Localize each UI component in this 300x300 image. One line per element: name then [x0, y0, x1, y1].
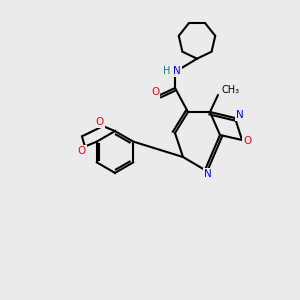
- Text: N: N: [173, 66, 181, 76]
- Text: N: N: [236, 110, 244, 120]
- Text: O: O: [78, 146, 86, 155]
- Text: N: N: [204, 169, 212, 179]
- Text: O: O: [96, 117, 104, 127]
- Text: O: O: [243, 136, 251, 146]
- Text: O: O: [151, 87, 159, 97]
- Text: H: H: [163, 66, 171, 76]
- Text: CH₃: CH₃: [222, 85, 240, 95]
